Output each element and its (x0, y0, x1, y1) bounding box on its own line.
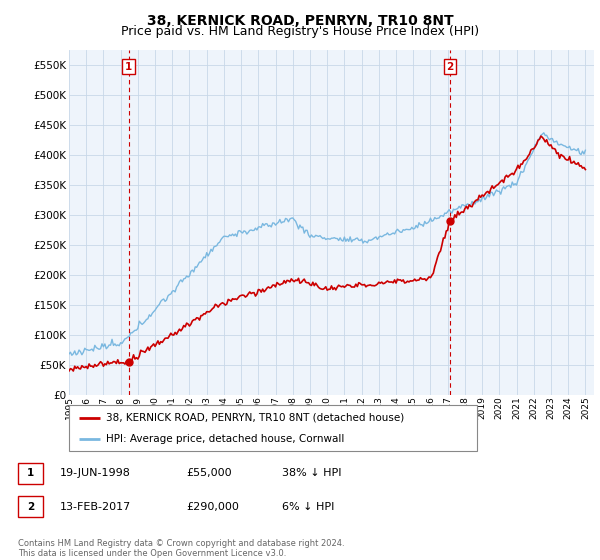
Text: 38, KERNICK ROAD, PENRYN, TR10 8NT (detached house): 38, KERNICK ROAD, PENRYN, TR10 8NT (deta… (106, 413, 404, 423)
Text: 6% ↓ HPI: 6% ↓ HPI (282, 502, 334, 512)
Text: £290,000: £290,000 (186, 502, 239, 512)
Text: Contains HM Land Registry data © Crown copyright and database right 2024.
This d: Contains HM Land Registry data © Crown c… (18, 539, 344, 558)
Text: 2: 2 (27, 502, 34, 512)
Text: 13-FEB-2017: 13-FEB-2017 (60, 502, 131, 512)
Text: 1: 1 (125, 62, 132, 72)
Text: Price paid vs. HM Land Registry's House Price Index (HPI): Price paid vs. HM Land Registry's House … (121, 25, 479, 38)
Text: HPI: Average price, detached house, Cornwall: HPI: Average price, detached house, Corn… (106, 435, 344, 444)
Text: 38% ↓ HPI: 38% ↓ HPI (282, 468, 341, 478)
Text: 2: 2 (446, 62, 454, 72)
Text: £55,000: £55,000 (186, 468, 232, 478)
Text: 1: 1 (27, 468, 34, 478)
Text: 38, KERNICK ROAD, PENRYN, TR10 8NT: 38, KERNICK ROAD, PENRYN, TR10 8NT (146, 14, 454, 28)
Text: 19-JUN-1998: 19-JUN-1998 (60, 468, 131, 478)
FancyBboxPatch shape (69, 405, 477, 451)
